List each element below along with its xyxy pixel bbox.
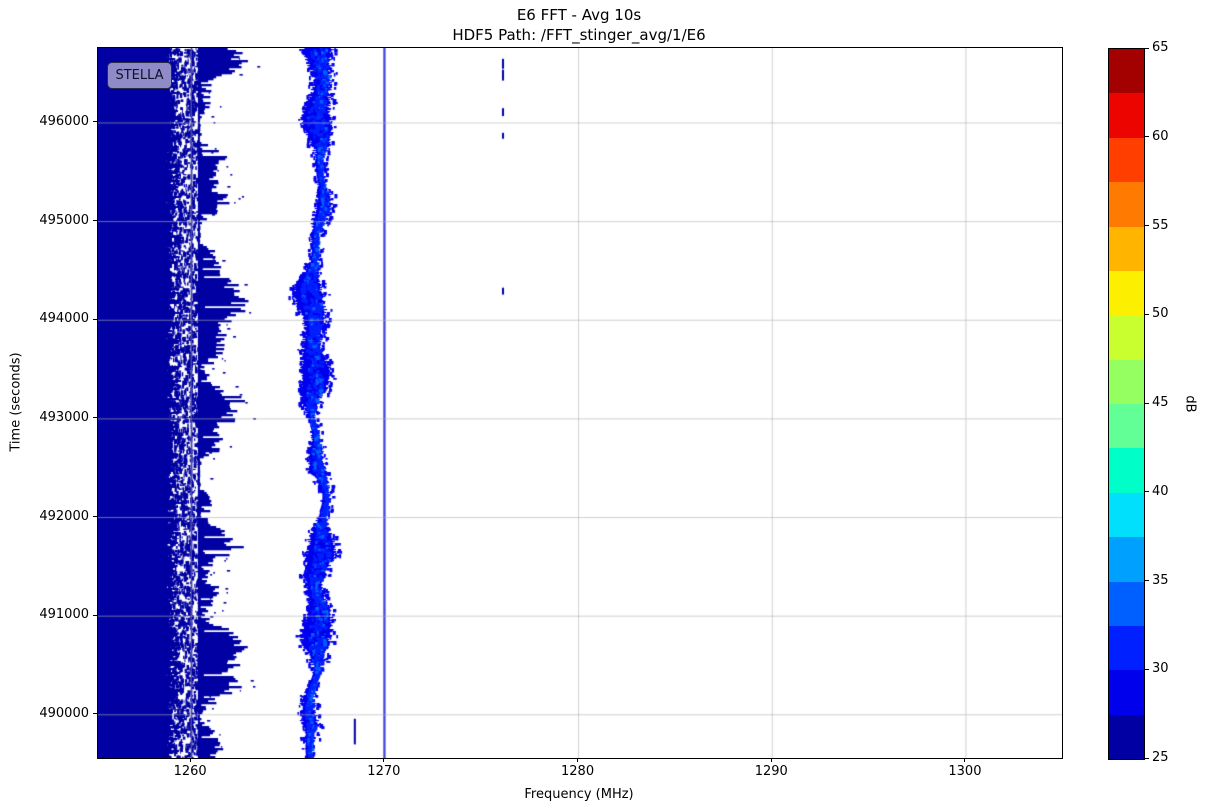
x-tick-label: 1260 [173,764,207,779]
colorbar-segment [1109,670,1144,715]
x-tick-label: 1280 [561,764,595,779]
y-tick-mark [93,614,97,616]
y-tick-label: 495000 [39,212,89,228]
colorbar-segment [1109,93,1144,138]
colorbar-tick-label: 30 [1152,661,1169,677]
y-tick-label: 492000 [39,508,89,524]
colorbar-tick-label: 25 [1152,750,1169,765]
y-tick-label: 494000 [39,311,89,327]
x-tick-mark [964,758,966,762]
chart-title: E6 FFT - Avg 10s [516,6,642,24]
y-tick-label: 493000 [39,409,89,425]
colorbar-segment [1109,492,1144,538]
y-tick-label: 490000 [39,705,89,721]
colorbar-label: dB [1182,395,1198,413]
colorbar-tick-mark [1145,225,1149,226]
colorbar-segment [1109,182,1144,227]
y-tick-mark [93,516,97,518]
colorbar-tick-mark [1145,402,1149,404]
x-tick-mark [577,758,579,762]
x-tick-mark [189,758,191,762]
colorbar-tick-label: 40 [1152,483,1169,499]
x-tick-mark [770,758,772,762]
colorbar-segment [1109,315,1144,360]
colorbar-segment [1109,270,1144,316]
y-tick-mark [93,417,97,419]
colorbar-segment [1109,359,1144,404]
legend-label: STELLA [115,68,164,83]
colorbar-tick-label: 35 [1152,572,1169,588]
y-tick-label: 491000 [39,607,89,623]
colorbar-tick-label: 45 [1152,395,1169,410]
colorbar [1108,48,1145,760]
colorbar-tick-mark [1145,491,1149,493]
x-tick-label: 1300 [948,764,982,779]
colorbar-tick-mark [1145,313,1149,315]
colorbar-tick-mark [1145,136,1149,138]
colorbar-segment [1109,537,1144,582]
y-tick-mark [93,318,97,320]
y-tick-mark [93,220,97,222]
colorbar-segment [1109,137,1144,183]
colorbar-segment [1109,226,1144,271]
colorbar-tick-mark [1145,580,1149,581]
x-axis-label: Frequency (MHz) [524,787,634,802]
y-tick-mark [93,713,97,715]
plot-area: STELLA [97,47,1063,759]
chart-subtitle: HDF5 Path: /FFT_stinger_avg/1/E6 [452,26,706,44]
x-tick-label: 1270 [367,764,401,779]
colorbar-segment [1109,448,1144,493]
colorbar-tick-label: 55 [1152,217,1169,233]
colorbar-segment [1109,404,1144,449]
colorbar-tick-mark [1145,757,1149,759]
colorbar-segment [1109,714,1144,759]
y-axis-label: Time (seconds) [8,352,24,452]
chart-title-block: E6 FFT - Avg 10s HDF5 Path: /FFT_stinger… [97,5,1061,45]
colorbar-tick-label: 65 [1152,40,1169,55]
colorbar-segment [1109,49,1144,94]
spectrogram-canvas [98,48,1062,758]
colorbar-tick-label: 50 [1152,306,1169,322]
x-tick-label: 1290 [754,764,788,779]
colorbar-tick-mark [1145,668,1149,670]
colorbar-segment [1109,625,1144,671]
y-tick-label: 496000 [39,113,89,129]
legend-box: STELLA [107,62,172,89]
colorbar-segment [1109,581,1144,626]
colorbar-tick-label: 60 [1152,128,1169,144]
x-tick-mark [383,758,385,762]
colorbar-tick-mark [1145,47,1149,49]
y-tick-mark [93,121,97,123]
